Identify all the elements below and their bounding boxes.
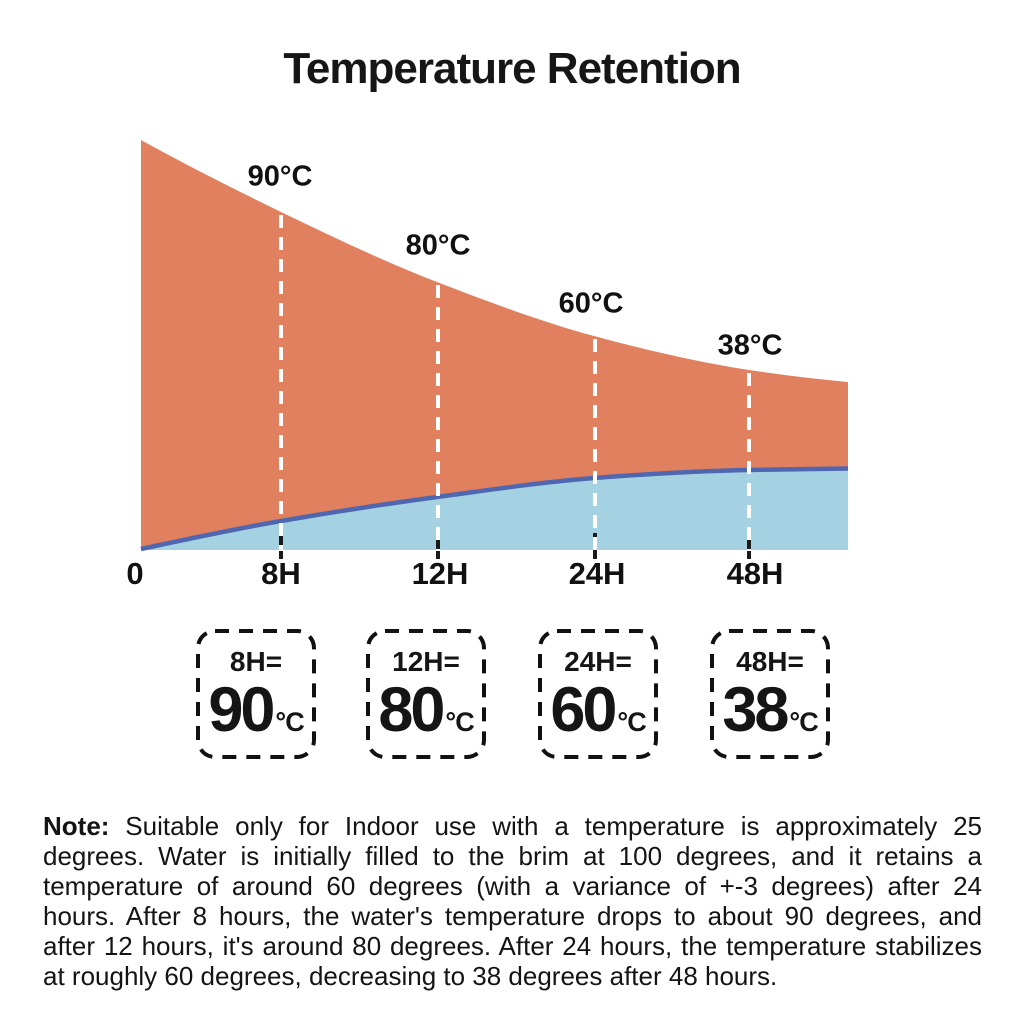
x-axis-label-0: 0 xyxy=(126,556,144,591)
note-paragraph: Note: Suitable only for Indoor use with … xyxy=(43,811,982,991)
page-title: Temperature Retention xyxy=(283,44,741,93)
callout-value: 38 xyxy=(722,674,789,745)
callout-value-row: 80 °C xyxy=(378,674,474,745)
x-axis-label-12h: 12H xyxy=(411,556,469,591)
callout-value: 90 xyxy=(208,674,275,745)
cooled-area xyxy=(141,468,848,550)
callout-box-border-48h xyxy=(710,629,830,759)
note-label: Note: xyxy=(43,811,110,841)
callout-value-row: 90 °C xyxy=(208,674,304,745)
x-axis-label-8h: 8H xyxy=(261,556,301,591)
callout-unit: °C xyxy=(617,706,646,737)
callout-value: 80 xyxy=(378,674,445,745)
note-text: Suitable only for Indoor use with a temp… xyxy=(43,811,982,991)
callout-box-border-8h xyxy=(196,629,316,759)
curve-label-38c: 38°C xyxy=(717,329,783,362)
callout-8h: 8H= 90 °C xyxy=(198,631,314,757)
callout-value: 60 xyxy=(550,674,617,745)
callout-heading: 8H= xyxy=(229,646,283,678)
curve-label-90c: 90°C xyxy=(247,160,313,193)
callout-value-row: 38 °C xyxy=(722,674,818,745)
callout-unit: °C xyxy=(445,706,474,737)
callout-unit: °C xyxy=(789,706,818,737)
callout-value-row: 60 °C xyxy=(550,674,646,745)
curve-label-80c: 80°C xyxy=(405,229,471,262)
callout-24h: 24H= 60 °C xyxy=(540,631,656,757)
hot-water-area xyxy=(141,140,848,550)
curve-label-60c: 60°C xyxy=(558,287,624,320)
x-axis-label-24h: 24H xyxy=(568,556,626,591)
callout-12h: 12H= 80 °C xyxy=(368,631,484,757)
x-axis-label-48h: 48H xyxy=(726,556,784,591)
callout-48h: 48H= 38 °C xyxy=(712,631,828,757)
callout-heading: 24H= xyxy=(564,646,632,678)
callout-box-border-12h xyxy=(366,629,486,759)
callout-box-border-24h xyxy=(538,629,658,759)
callout-unit: °C xyxy=(275,706,304,737)
callout-heading: 48H= xyxy=(736,646,804,678)
callout-heading: 12H= xyxy=(392,646,460,678)
